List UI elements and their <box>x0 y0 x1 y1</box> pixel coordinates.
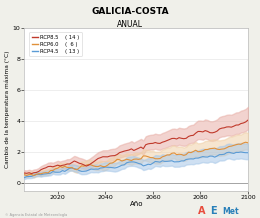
Text: E: E <box>211 206 217 216</box>
Text: A: A <box>198 206 205 216</box>
Y-axis label: Cambio de la temperatura máxima (°C): Cambio de la temperatura máxima (°C) <box>4 51 10 168</box>
Text: ANUAL: ANUAL <box>117 20 143 29</box>
X-axis label: Año: Año <box>129 201 143 207</box>
Text: © Agencia Estatal de Meteorología: © Agencia Estatal de Meteorología <box>5 213 67 217</box>
Text: GALICIA-COSTA: GALICIA-COSTA <box>91 7 169 15</box>
Legend: RCP8.5    ( 14 ), RCP6.0    (  6 ), RCP4.5    ( 13 ): RCP8.5 ( 14 ), RCP6.0 ( 6 ), RCP4.5 ( 13… <box>29 32 82 56</box>
Text: Met: Met <box>222 207 239 216</box>
